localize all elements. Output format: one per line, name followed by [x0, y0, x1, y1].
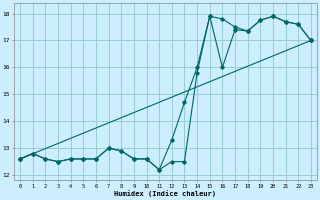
- X-axis label: Humidex (Indice chaleur): Humidex (Indice chaleur): [115, 190, 217, 197]
